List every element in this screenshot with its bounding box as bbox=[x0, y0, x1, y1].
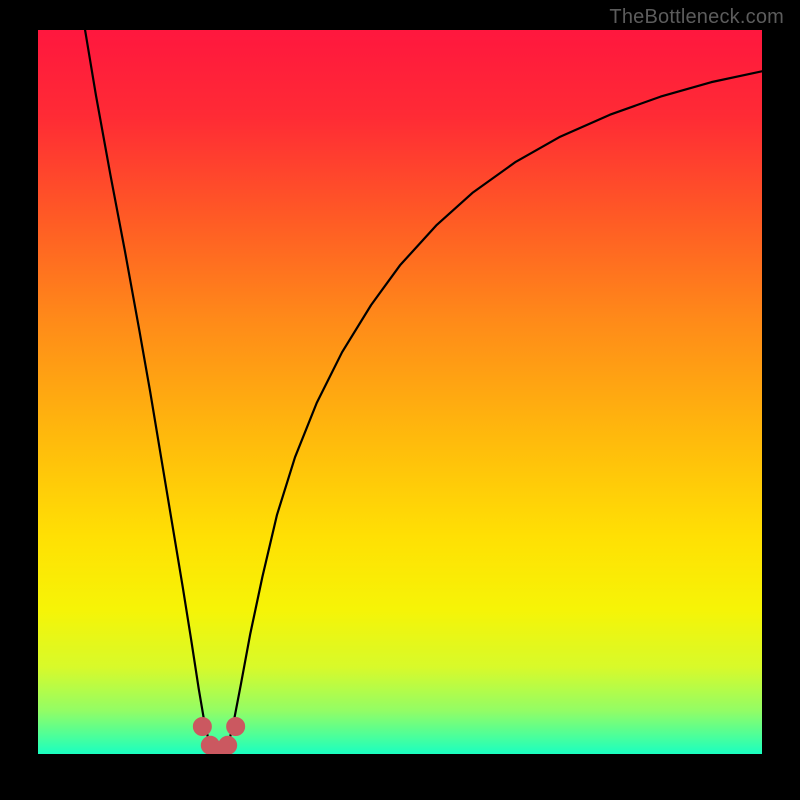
watermark-text: TheBottleneck.com bbox=[609, 6, 784, 29]
marker-dot bbox=[219, 736, 237, 754]
chart-frame: TheBottleneck.com bbox=[0, 0, 800, 800]
marker-dot bbox=[227, 717, 245, 735]
gradient-background bbox=[38, 30, 762, 754]
plot-area bbox=[38, 30, 762, 754]
marker-dot bbox=[193, 717, 211, 735]
chart-svg bbox=[38, 30, 762, 754]
